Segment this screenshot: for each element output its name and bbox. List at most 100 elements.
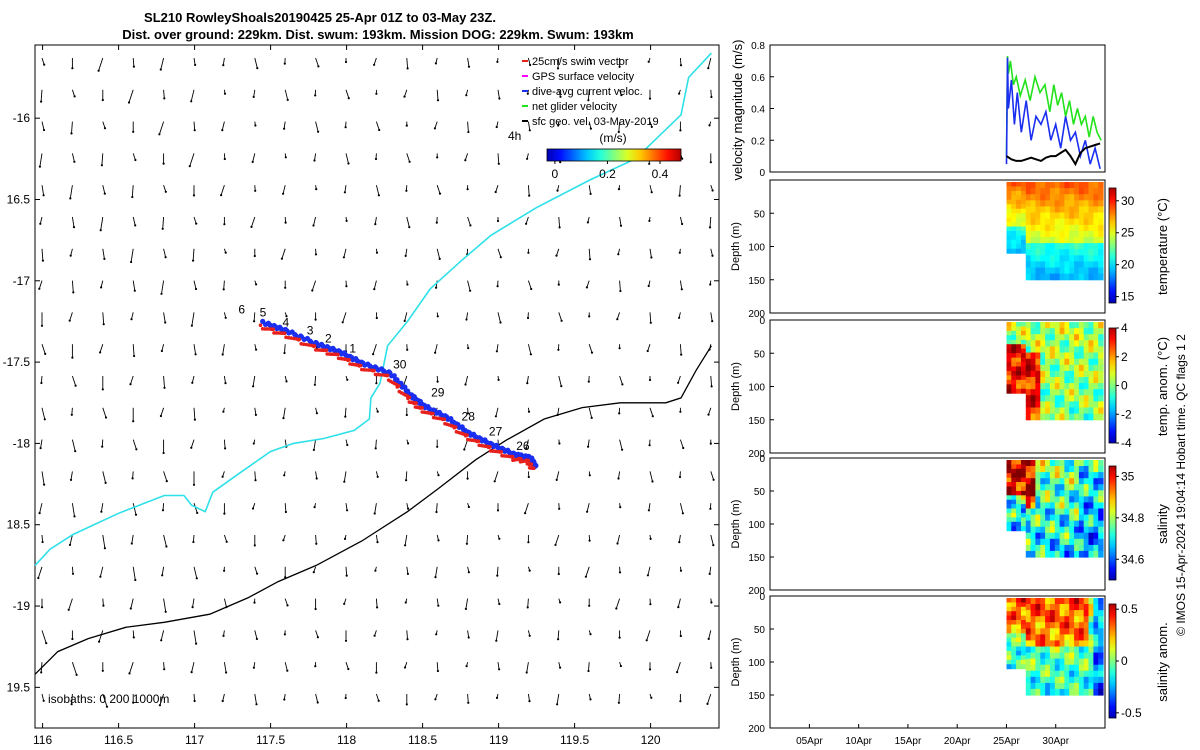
profile-cell [1035,243,1041,250]
profile-cell [1021,628,1027,634]
vector-head [221,129,224,132]
profile-cell [1011,606,1017,612]
current-vector [616,312,621,320]
day-label: 5 [260,306,267,320]
profile-cell [1064,218,1070,226]
profile-cell [1059,334,1065,341]
profile-cell [1098,628,1104,635]
profile-cell [1016,620,1022,625]
profile-cell [1088,413,1094,421]
profile-cell [1088,364,1094,372]
profile-cell [1064,664,1070,672]
profile-cell [1021,473,1027,479]
vector-head [223,569,226,572]
vector-head [194,353,197,356]
current-vector [253,89,256,97]
profile-cell [1035,389,1041,396]
profile-cell [1035,206,1041,214]
current-vector [69,185,73,199]
profile-cell [1069,383,1075,390]
profile-cell [1054,188,1061,195]
vector-head [526,316,530,320]
profile-cell [1030,652,1036,660]
profile-cell [1083,389,1090,396]
profile-cell [1021,486,1027,492]
vector-head [104,416,108,419]
swim-vector-marker [258,323,263,328]
profile-cell [1098,243,1104,250]
profile-cell [1006,664,1012,670]
vector-head [376,606,379,609]
profile-cell [1049,646,1056,654]
vector-head [254,479,257,482]
vector-head [493,480,496,483]
swim-vector-marker [307,343,312,347]
current-vector [159,693,165,706]
current-vector [68,598,73,610]
current-vector [618,121,621,133]
vector-head [314,607,317,611]
current-vector [284,503,287,513]
profile-cell [1045,520,1051,528]
vector-head [465,665,468,668]
vector-head [679,569,683,572]
profile-cell [1078,472,1085,479]
profile-cell [1021,598,1027,603]
profile-cell [1074,616,1080,623]
vector-head [527,251,530,254]
profile-cell [1088,670,1094,678]
current-vector [162,503,165,511]
map-colorbar-tick-label: 0.2 [599,167,616,181]
vector-head [251,507,255,510]
profile-cell [1083,346,1090,354]
profile-cell [1069,224,1075,232]
profile-cell [1088,598,1094,605]
profile-cell [1040,255,1046,262]
profile-cell [1035,682,1041,690]
vector-head [192,540,195,544]
profile-cell [1054,520,1061,528]
profile-cell [1011,388,1017,394]
vector-head [224,382,227,385]
profile-cell [1025,261,1032,269]
profile-cell [1054,249,1061,256]
profile-cell [1035,550,1041,558]
vector-head [526,92,529,95]
vector-head [679,410,682,413]
profile-cell [1064,224,1070,232]
profile-cell [1021,235,1027,241]
vector-head [434,576,437,579]
profile-cell [1021,624,1027,630]
profile-cell [1088,478,1094,485]
vector-head [374,223,377,226]
profile-cell [1021,495,1027,501]
profile-cell [1011,226,1017,232]
profile-cell [1078,520,1085,528]
current-vector [163,375,165,388]
current-vector [163,662,165,670]
profile-cell [1006,490,1012,496]
vector-head [651,415,654,418]
profile-cell [1069,688,1075,696]
profile-cell [1016,526,1022,532]
vector-head [75,673,78,677]
profile-cell [1078,640,1085,648]
profile-cell [1083,526,1090,534]
profile-cell [1045,616,1051,623]
profile-cell [1054,676,1061,684]
velocity-y-tick-label: 0.8 [751,41,765,52]
profile-cell [1011,598,1017,603]
profile-cell [1021,366,1027,372]
profile-cell [1054,328,1061,335]
vector-head [344,696,347,700]
profile-cell [1011,348,1017,354]
profile-cell [1040,604,1046,611]
profile-cell [1025,249,1032,256]
profile-cell [1074,255,1080,262]
profile-cell [1074,652,1080,660]
time-step-label: 4h [508,129,521,143]
profile-cell [1040,206,1046,214]
profile-cell [1011,379,1017,385]
current-vector [436,503,438,513]
vector-head [707,637,710,641]
